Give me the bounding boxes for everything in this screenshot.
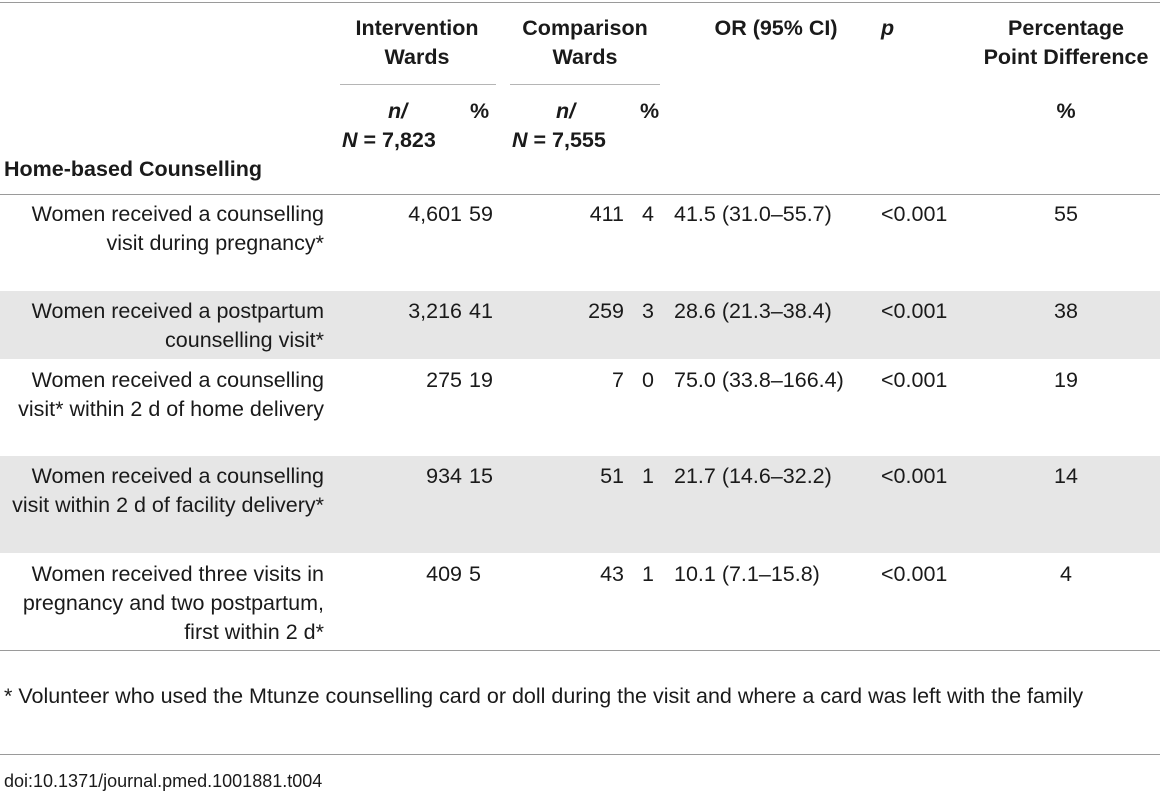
- table-row: Women received a counselling visit withi…: [0, 462, 1160, 552]
- cell-or: 41.5 (31.0–55.7): [674, 202, 832, 226]
- cell-p: <0.001: [881, 368, 948, 392]
- cell-cmp-pct: 1: [642, 562, 654, 586]
- row-label: Women received three visits in pregnancy…: [22, 562, 324, 644]
- row-label: Women received a counselling visit durin…: [31, 202, 324, 255]
- cell-int-pct: 59: [469, 202, 493, 226]
- cell-or: 28.6 (21.3–38.4): [674, 299, 832, 323]
- cell-or: 10.1 (7.1–15.8): [674, 562, 820, 586]
- cell-int-pct: 15: [469, 464, 493, 488]
- cell-p: <0.001: [881, 562, 948, 586]
- header-ppd-line1: Percentage: [1008, 16, 1124, 40]
- cell-int-n: 3,216: [408, 299, 462, 323]
- cell-int-n: 4,601: [408, 202, 462, 226]
- bottom-rule: [0, 650, 1160, 651]
- row-label: Women received a counselling visit withi…: [12, 464, 324, 517]
- cell-cmp-pct: 0: [642, 368, 654, 392]
- cell-int-n: 409: [426, 562, 462, 586]
- cell-ppd: 55: [1054, 202, 1078, 226]
- table-row: Women received three visits in pregnancy…: [0, 560, 1160, 650]
- header-rule: [0, 194, 1160, 195]
- cell-p: <0.001: [881, 464, 948, 488]
- header-comparison-n-label: n/: [556, 99, 576, 123]
- cell-ppd: 19: [1054, 368, 1078, 392]
- comparison-group-rule: [510, 84, 660, 85]
- cell-int-n: 934: [426, 464, 462, 488]
- cell-int-pct: 5: [469, 562, 481, 586]
- row-shading: [0, 291, 1160, 359]
- header-intervention-n-label: n/: [388, 99, 408, 123]
- header-comparison-line1: Comparison: [522, 16, 648, 40]
- table-row: Women received a postpartum counselling …: [0, 297, 1160, 359]
- cell-cmp-n: 259: [588, 299, 624, 323]
- cell-int-n: 275: [426, 368, 462, 392]
- cell-ppd: 4: [1060, 562, 1072, 586]
- header-comparison-line2: Wards: [552, 45, 618, 69]
- table-row: Women received a counselling visit* with…: [0, 366, 1160, 456]
- cell-cmp-n: 43: [600, 562, 624, 586]
- cell-int-pct: 19: [469, 368, 493, 392]
- cell-cmp-n: 51: [600, 464, 624, 488]
- header-intervention-line2: Wards: [384, 45, 450, 69]
- table-row: Women received a counselling visit durin…: [0, 200, 1160, 290]
- top-rule: [0, 2, 1160, 3]
- cell-cmp-n: 7: [612, 368, 624, 392]
- header-intervention-line1: Intervention: [355, 16, 479, 40]
- cell-ppd: 38: [1054, 299, 1078, 323]
- header-or: OR (95% CI): [714, 16, 838, 40]
- cell-cmp-pct: 4: [642, 202, 654, 226]
- header-ppd-line2: Point Difference: [983, 45, 1149, 69]
- row-header-label: Home-based Counselling: [4, 157, 263, 181]
- header-intervention-pct: %: [470, 99, 490, 123]
- header-comparison-pct: %: [640, 99, 660, 123]
- footnote-rule: [0, 754, 1160, 755]
- cell-cmp-n: 411: [589, 202, 624, 226]
- intervention-group-rule: [340, 84, 496, 85]
- doi-label: doi:10.1371/journal.pmed.1001881.t004: [4, 771, 323, 791]
- cell-cmp-pct: 1: [642, 464, 654, 488]
- cell-p: <0.001: [881, 299, 948, 323]
- row-shading: [0, 456, 1160, 553]
- cell-or: 21.7 (14.6–32.2): [674, 464, 832, 488]
- header-p: p: [881, 16, 895, 40]
- header-ppd-unit: %: [1056, 99, 1076, 123]
- cell-or: 75.0 (33.8–166.4): [674, 368, 844, 392]
- table-footnote: * Volunteer who used the Mtunze counsell…: [4, 684, 1084, 708]
- cell-p: <0.001: [881, 202, 948, 226]
- cell-cmp-pct: 3: [642, 299, 654, 323]
- header-intervention-n-value: N = 7,823: [342, 128, 436, 152]
- header-comparison-n-value: N = 7,555: [512, 128, 606, 152]
- row-label: Women received a postpartum counselling …: [31, 299, 324, 352]
- cell-ppd: 14: [1054, 464, 1078, 488]
- row-label: Women received a counselling visit* with…: [18, 368, 324, 421]
- cell-int-pct: 41: [469, 299, 493, 323]
